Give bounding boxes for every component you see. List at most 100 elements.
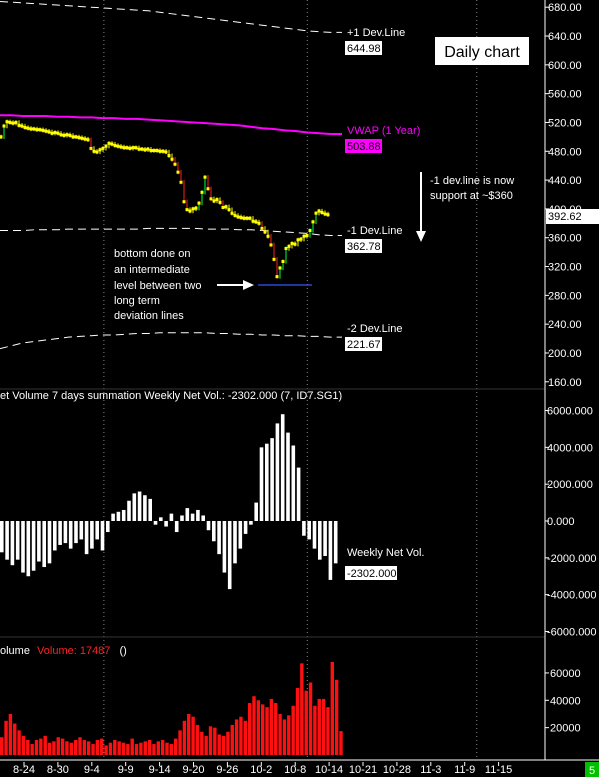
volume-bar [95,739,100,755]
price-tick-label: 320.00 [548,262,582,274]
net-volume-bar [196,509,200,521]
candle-close [68,133,72,137]
x-tick-label: 11-15 [485,764,512,776]
net-volume-bar [180,515,184,521]
price-tick-label: 680.00 [548,2,582,14]
volume-bar [195,724,200,755]
volume-bar [169,744,174,755]
candle-close [26,126,30,130]
volume-bar [152,744,156,755]
right-arrow-icon [217,280,254,290]
candle-close [86,138,90,142]
net-volume-bar [121,509,126,521]
x-tick-label: 10-28 [383,764,411,776]
candle-close [233,213,237,217]
corner-badge-label: 5 [589,765,595,777]
volume-bar [4,720,8,755]
candle-close [236,215,240,219]
candle-close [116,144,120,148]
net-volume-bar [47,521,52,564]
volume-bar [100,738,104,755]
volume-bar [34,739,39,755]
x-tick-label: 10-8 [284,764,306,776]
candle-close [137,147,141,151]
net-volume-bar [238,521,243,549]
candle-close [257,221,261,225]
net-volume-bar [222,521,227,573]
minus2-devline-value: 221.67 [347,339,381,351]
net-volume-bar [58,521,62,545]
price-tick-label: 240.00 [548,319,582,331]
net-volume-bar [106,521,110,533]
net-volume-bar [302,521,306,536]
volume-bar [313,705,317,755]
candle-close [77,136,81,140]
candle-close [50,131,54,135]
candle-close [41,128,45,132]
deviation-line-0 [0,0,342,33]
net-volume-bar [90,521,94,549]
candle-close [215,198,219,202]
candle-close [326,213,330,217]
candle-close [299,237,303,241]
volume-bar [121,742,126,755]
last-price-box [546,209,599,224]
volume-bar [21,735,26,755]
net-volume-bar [68,521,73,549]
net-volume-tick-label: 0.000 [547,516,575,528]
volume-bar [269,698,274,755]
candle-close [221,205,225,209]
vwap-line [0,114,342,135]
volume-bar [226,731,230,755]
candle-close [260,226,264,230]
net-volume-bar [100,521,105,551]
volume-bar [143,741,147,755]
candle-close [35,128,39,132]
vwap-label: VWAP (1 Year) [347,125,420,137]
volume-bar [230,724,234,755]
net-volume-tick-label: -4000.000 [547,590,597,602]
volume-bar [200,731,204,755]
price-tick-label: 200.00 [548,348,582,360]
volume-bar [274,703,278,755]
x-tick-label: 8-24 [13,764,35,776]
net-volume-bar [185,508,190,521]
net-volume-bar [190,513,195,521]
volume-bars [0,662,343,755]
x-tick-label: 11-3 [420,764,441,776]
candle-close [62,133,66,137]
candle-close [8,120,12,124]
candle-close [302,234,306,238]
candle-close [170,157,174,161]
net-volume-bar [95,521,99,540]
volume-bar [321,698,326,755]
candle-close [305,234,309,238]
annotation-support: -1 dev.line is now support at ~$360 [430,175,514,202]
volume-bar [282,719,287,755]
net-volume-bar [0,521,4,553]
net-volume-bar [137,491,142,521]
x-tick-label: 10-21 [349,764,377,776]
net-volume-bar [323,521,327,556]
candle-close [134,146,138,150]
candle-close [272,257,276,261]
x-tick-label: 9-9 [118,764,134,776]
candle-close [32,127,36,131]
candle-close [5,120,9,124]
candle-close [176,170,180,174]
net-volume-bar [84,521,89,555]
volume-bar [113,739,117,755]
candle-close [161,149,165,153]
volume-bar [187,713,191,755]
candle-close [320,211,324,215]
candle-close [83,137,87,141]
candle-close [122,146,126,150]
candle-close [146,147,150,151]
volume-bar [217,734,221,755]
price-tick-label: 440.00 [548,175,582,187]
net-volume-tick-label: 6000.000 [547,406,593,418]
candle-close [263,230,267,234]
volume-bar [17,730,21,755]
net-volume-bar [212,521,216,542]
chart-title: Daily chart [444,44,520,61]
